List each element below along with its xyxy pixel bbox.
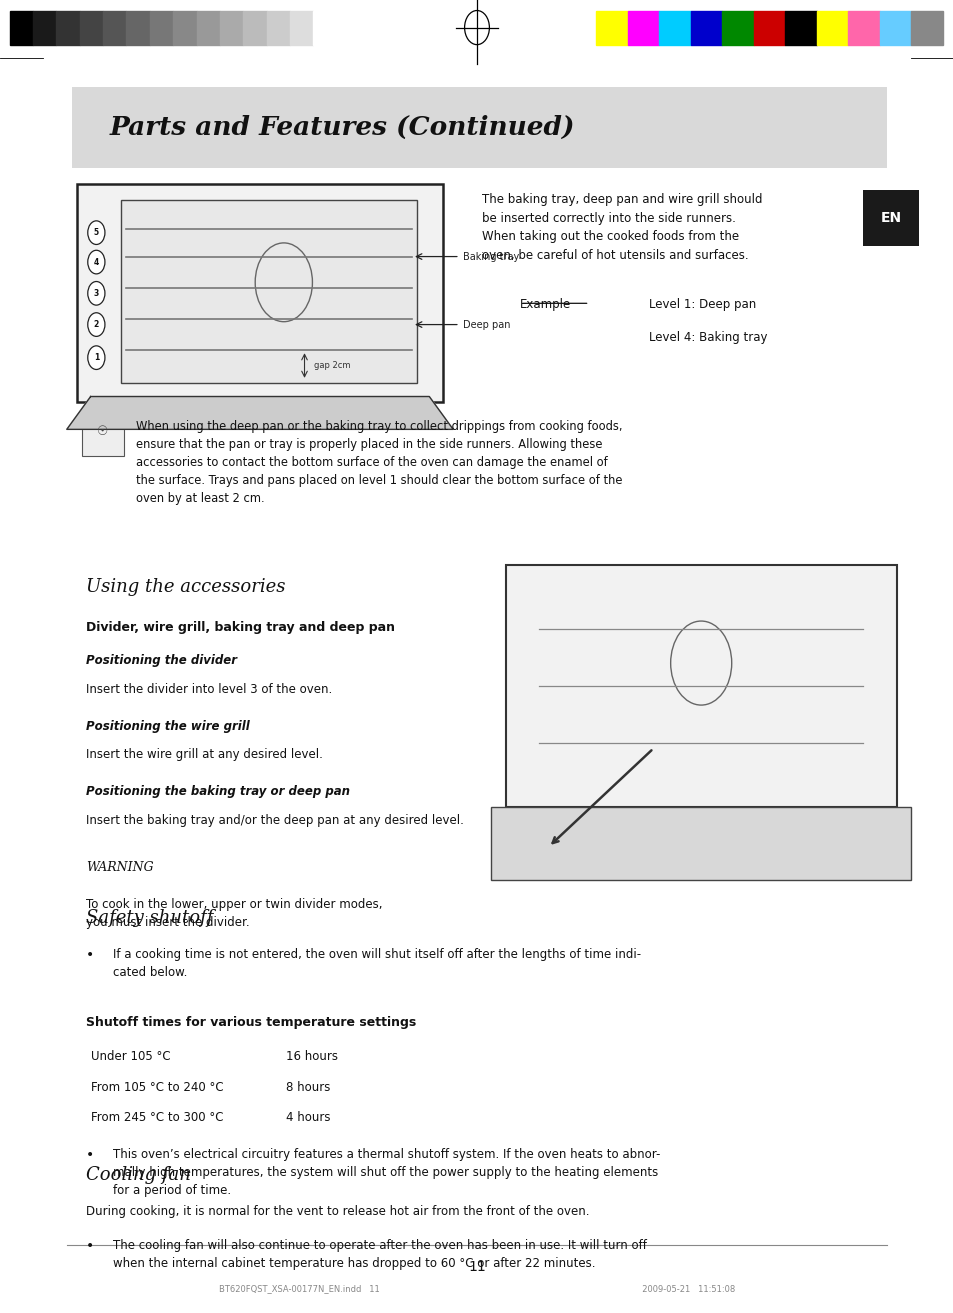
Text: During cooking, it is normal for the vent to release hot air from the front of t: During cooking, it is normal for the ven… [86, 1205, 589, 1218]
Bar [196, 11, 219, 45]
FancyBboxPatch shape [491, 807, 910, 880]
Bar [659, 11, 690, 45]
Text: Example: Example [519, 298, 571, 311]
Bar [10, 11, 32, 45]
Bar [690, 11, 721, 45]
Bar [847, 11, 879, 45]
FancyBboxPatch shape [121, 200, 416, 383]
Text: Positioning the divider: Positioning the divider [86, 654, 236, 667]
Text: 16 hours: 16 hours [286, 1050, 338, 1064]
Text: Insert the divider into level 3 of the oven.: Insert the divider into level 3 of the o… [86, 683, 332, 696]
Text: •: • [86, 1148, 94, 1162]
Text: 2: 2 [93, 320, 99, 330]
Text: WARNING: WARNING [86, 861, 153, 874]
Bar [313, 11, 336, 45]
Text: The baking tray, deep pan and wire grill should
be inserted correctly into the s: The baking tray, deep pan and wire grill… [481, 193, 761, 261]
Bar [126, 11, 150, 45]
Text: If a cooking time is not entered, the oven will shut itself off after the length: If a cooking time is not entered, the ov… [112, 948, 640, 979]
Text: EN: EN [880, 211, 901, 225]
Text: Divider, wire grill, baking tray and deep pan: Divider, wire grill, baking tray and dee… [86, 621, 395, 634]
Text: From 245 °C to 300 °C: From 245 °C to 300 °C [91, 1111, 223, 1124]
Text: Using the accessories: Using the accessories [86, 578, 285, 596]
Text: Safety shutoff: Safety shutoff [86, 909, 213, 927]
Bar [721, 11, 753, 45]
Bar [173, 11, 196, 45]
Text: Deep pan: Deep pan [462, 319, 510, 330]
Bar [266, 11, 290, 45]
Text: gap 2cm: gap 2cm [314, 361, 350, 370]
Text: 11: 11 [468, 1260, 485, 1275]
Bar [290, 11, 313, 45]
Polygon shape [67, 397, 453, 429]
Text: 5: 5 [93, 228, 99, 238]
Bar [103, 11, 126, 45]
Text: Baking tray: Baking tray [462, 252, 518, 261]
Circle shape [88, 281, 105, 305]
FancyBboxPatch shape [505, 565, 896, 807]
FancyBboxPatch shape [862, 190, 918, 246]
Text: 3: 3 [93, 289, 99, 298]
Bar [596, 11, 627, 45]
Text: Cooling fan: Cooling fan [86, 1166, 191, 1184]
Text: 8 hours: 8 hours [286, 1081, 331, 1094]
Text: Parts and Features (Continued): Parts and Features (Continued) [110, 114, 575, 140]
Text: Positioning the wire grill: Positioning the wire grill [86, 720, 250, 733]
Text: Shutoff times for various temperature settings: Shutoff times for various temperature se… [86, 1016, 416, 1029]
Text: •: • [86, 948, 94, 962]
Text: 1: 1 [93, 353, 99, 362]
Text: 4: 4 [93, 257, 99, 267]
Text: This oven’s electrical circuitry features a thermal shutoff system. If the oven : This oven’s electrical circuitry feature… [112, 1148, 659, 1196]
Text: Positioning the baking tray or deep pan: Positioning the baking tray or deep pan [86, 785, 350, 798]
Text: Level 1: Deep pan: Level 1: Deep pan [648, 298, 755, 311]
Circle shape [88, 345, 105, 369]
Text: ☉: ☉ [97, 425, 109, 439]
Text: 4 hours: 4 hours [286, 1111, 331, 1124]
Text: •: • [86, 1239, 94, 1254]
Text: Insert the baking tray and/or the deep pan at any desired level.: Insert the baking tray and/or the deep p… [86, 814, 463, 827]
Bar [879, 11, 910, 45]
Text: From 105 °C to 240 °C: From 105 °C to 240 °C [91, 1081, 223, 1094]
FancyBboxPatch shape [71, 87, 886, 168]
Bar [753, 11, 784, 45]
Bar [150, 11, 173, 45]
FancyBboxPatch shape [77, 184, 442, 402]
Text: Under 105 °C: Under 105 °C [91, 1050, 170, 1064]
Circle shape [88, 312, 105, 336]
Circle shape [88, 221, 105, 244]
Text: Insert the wire grill at any desired level.: Insert the wire grill at any desired lev… [86, 748, 322, 762]
Bar [79, 11, 103, 45]
Bar [627, 11, 659, 45]
Bar [32, 11, 56, 45]
Text: Level 4: Baking tray: Level 4: Baking tray [648, 331, 766, 344]
Text: To cook in the lower, upper or twin divider modes,
you must insert the divider.: To cook in the lower, upper or twin divi… [86, 898, 382, 930]
Bar [816, 11, 847, 45]
Text: BT620FQST_XSA-00177N_EN.indd   11                                               : BT620FQST_XSA-00177N_EN.indd 11 [218, 1284, 735, 1293]
Bar [243, 11, 267, 45]
Bar [910, 11, 942, 45]
Bar [784, 11, 816, 45]
Bar [219, 11, 243, 45]
Text: The cooling fan will also continue to operate after the oven has been in use. It: The cooling fan will also continue to op… [112, 1239, 646, 1271]
Circle shape [88, 251, 105, 274]
FancyBboxPatch shape [82, 408, 124, 456]
Bar [56, 11, 79, 45]
Text: When using the deep pan or the baking tray to collect drippings from cooking foo: When using the deep pan or the baking tr… [136, 420, 622, 506]
